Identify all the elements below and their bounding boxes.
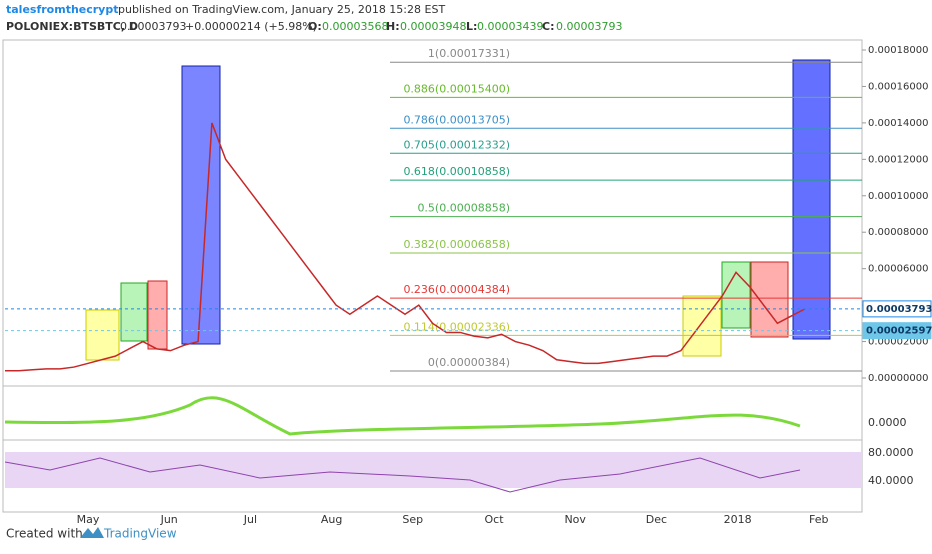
c-label: C:: [542, 20, 554, 33]
y-tick-label: 0.00016000: [868, 81, 928, 92]
author: talesfromthecrypt: [6, 3, 119, 16]
fib-label: 0.786(0.00013705): [403, 113, 510, 126]
price-badge: [862, 322, 932, 340]
price-badge-label: 0.00003793: [866, 304, 932, 315]
fib-label: 0.382(0.00006858): [403, 238, 510, 251]
y-tick-label: 0.00010000: [868, 191, 928, 202]
footer-created: Created with: [6, 527, 83, 541]
x-tick-label: May: [77, 513, 100, 526]
x-tick-label: Dec: [646, 513, 667, 526]
box: [750, 261, 789, 338]
box: [721, 261, 751, 329]
box: [120, 282, 148, 342]
o: 0.00003568: [322, 20, 388, 33]
fib-label: 0.236(0.00004384): [403, 283, 510, 296]
x-tick-label: Nov: [564, 513, 586, 526]
x-tick-label: Sep: [402, 513, 423, 526]
l: 0.00003439: [477, 20, 543, 33]
rsi-axis-label: 80.0000: [868, 446, 914, 459]
o-label: O:: [308, 20, 322, 33]
box: [792, 59, 831, 340]
y-tick-label: 0.00018000: [868, 45, 928, 56]
macd-axis-label: 0.0000: [868, 416, 907, 429]
fib-label: 0.114(0.00002336): [403, 320, 510, 333]
x-tick-label: 2018: [724, 513, 752, 526]
fib-label: 0.5(0.00008858): [417, 202, 510, 215]
rsi-axis-label: 40.0000: [868, 474, 914, 487]
box: [85, 309, 120, 361]
h-label: H:: [386, 20, 400, 33]
x-tick-label: Oct: [484, 513, 504, 526]
published: published on TradingView.com, January 25…: [118, 3, 445, 16]
symbol: POLONIEX:BTSBTC, D: [6, 20, 138, 33]
x-tick-label: Jun: [160, 513, 178, 526]
fib-label: 0(0.00000384): [428, 356, 510, 369]
price-badge: [862, 300, 932, 318]
price-badge-label: 0.00002597: [866, 326, 932, 337]
rsi-line: [4, 457, 801, 493]
rsi-band: [5, 452, 862, 488]
logo: [80, 527, 104, 538]
y-tick-label: 0.00012000: [868, 154, 928, 165]
l-label: L:: [466, 20, 477, 33]
x-tick-label: Aug: [321, 513, 342, 526]
fib-label: 0.705(0.00012332): [403, 138, 510, 151]
y-tick-label: 0.00000000: [868, 373, 928, 384]
fib-label: 0.618(0.00010858): [403, 165, 510, 178]
box: [147, 280, 168, 350]
y-tick-label: 0.00014000: [868, 118, 928, 129]
fib-label: 0.886(0.00015400): [403, 82, 510, 95]
footer-brand[interactable]: TradingView: [103, 527, 177, 541]
y-tick-label: 0.00006000: [868, 264, 928, 275]
c: 0.00003793: [556, 20, 622, 33]
fib-label: 1(0.00017331): [428, 47, 510, 60]
y-tick-label: 0.00002000: [868, 337, 928, 348]
change: +0.00000214 (+5.98%): [185, 20, 317, 33]
x-tick-label: Jul: [243, 513, 257, 526]
price-line: [5, 122, 806, 372]
y-tick-label: 0.00008000: [868, 227, 928, 238]
h: 0.00003948: [400, 20, 466, 33]
last: 0.00003793: [120, 20, 186, 33]
x-tick-label: Feb: [809, 513, 828, 526]
macd-line: [4, 396, 801, 436]
